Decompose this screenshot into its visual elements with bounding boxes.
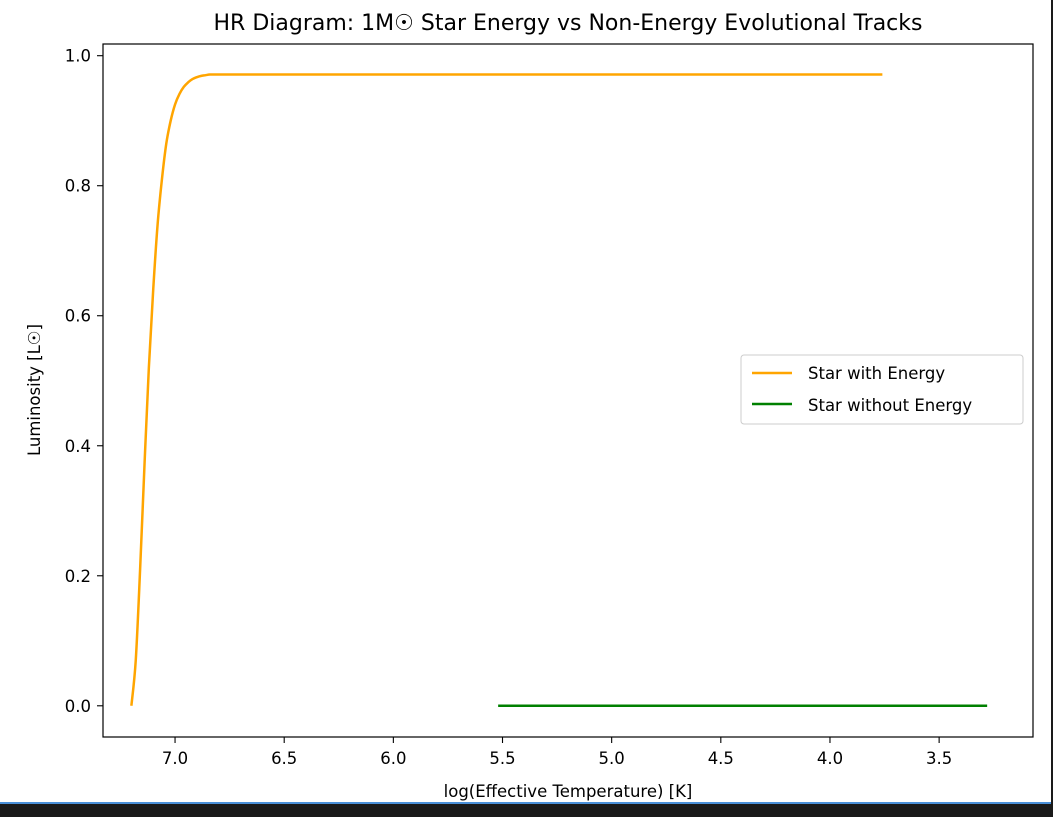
axes-frame <box>102 43 1034 738</box>
y-tick-label: 0.2 <box>65 567 91 586</box>
x-tick-label: 6.5 <box>271 749 297 768</box>
x-axis-label: log(Effective Temperature) [K] <box>444 782 693 801</box>
x-axis: 7.0 6.5 6.0 5.5 5.0 4.5 4.0 3.5 <box>162 737 952 768</box>
x-tick-label: 5.5 <box>489 749 515 768</box>
y-tick-label: 0.8 <box>65 177 91 196</box>
legend: Star with Energy Star without Energy <box>740 354 1024 425</box>
chart-title: HR Diagram: 1M☉ Star Energy vs Non-Energ… <box>214 11 923 36</box>
y-tick-label: 0.4 <box>65 437 91 456</box>
x-tick-label: 4.5 <box>708 749 734 768</box>
y-tick-label: 0.0 <box>65 697 91 716</box>
series-layer <box>130 73 988 708</box>
y-tick-label: 1.0 <box>65 47 91 66</box>
x-tick-label: 3.5 <box>926 749 952 768</box>
window-right-edge <box>1051 0 1053 817</box>
series-line-star-with-energy <box>130 73 883 706</box>
legend-label-star-with-energy: Star with Energy <box>808 364 945 383</box>
y-axis: 0.0 0.2 0.4 0.6 0.8 1.0 <box>65 47 103 716</box>
y-tick-label: 0.6 <box>65 307 91 326</box>
y-axis-label: Luminosity [L☉] <box>25 324 44 456</box>
window-bottom-edge <box>0 802 1053 817</box>
legend-box <box>740 354 1024 425</box>
legend-label-star-without-energy: Star without Energy <box>808 396 972 415</box>
x-tick-label: 4.0 <box>817 749 843 768</box>
x-tick-label: 7.0 <box>162 749 188 768</box>
plot-area <box>102 43 1034 738</box>
x-tick-label: 6.0 <box>380 749 406 768</box>
x-tick-label: 5.0 <box>599 749 625 768</box>
